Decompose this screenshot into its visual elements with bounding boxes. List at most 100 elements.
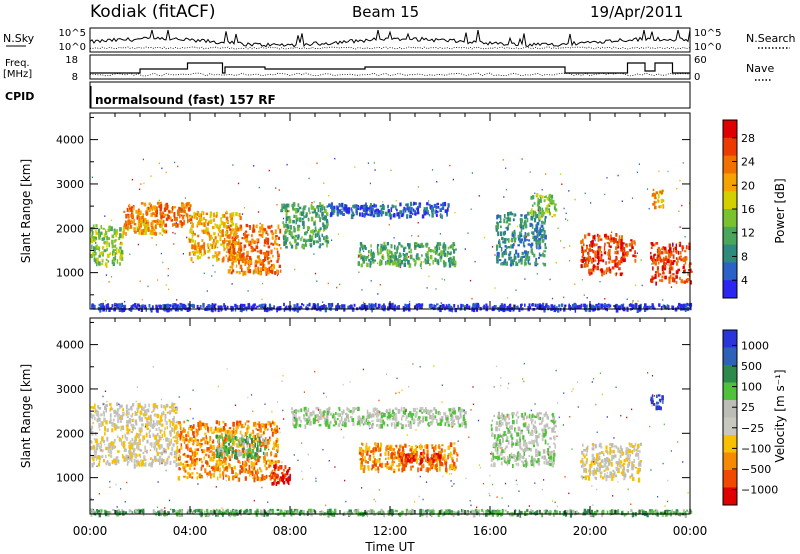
data-cell — [301, 303, 303, 306]
data-cell — [507, 212, 510, 217]
data-cell — [365, 207, 368, 212]
data-cell — [155, 447, 158, 453]
data-cell — [166, 303, 169, 309]
data-cell — [98, 254, 101, 258]
data-cell — [105, 420, 108, 425]
data-cell — [251, 465, 253, 469]
data-cell — [270, 459, 273, 464]
data-cell — [671, 277, 675, 283]
data-cell — [513, 253, 516, 257]
data-cell — [404, 258, 406, 263]
data-cell — [256, 305, 259, 308]
data-cell — [334, 420, 337, 425]
data-cell — [133, 227, 136, 232]
data-cell — [453, 410, 456, 414]
data-cell — [238, 259, 240, 264]
data-cell — [418, 420, 421, 425]
data-cell — [96, 246, 99, 249]
data-cell — [217, 438, 220, 444]
data-cell — [159, 430, 162, 434]
data-cell — [624, 258, 626, 262]
data-cell — [181, 306, 185, 309]
data-cell — [535, 260, 537, 265]
nsky-series-line — [89, 29, 691, 48]
data-cell — [630, 239, 633, 242]
data-cell — [507, 297, 509, 299]
data-cell — [221, 443, 223, 449]
data-cell — [631, 246, 634, 250]
data-cell — [213, 238, 215, 242]
data-cell — [435, 205, 438, 209]
data-cell — [530, 248, 533, 253]
data-cell — [297, 210, 300, 213]
data-cell — [380, 423, 383, 429]
data-cell — [439, 307, 442, 313]
data-cell — [173, 455, 176, 459]
data-cell — [99, 446, 101, 450]
data-cell — [131, 212, 133, 214]
data-cell — [123, 224, 127, 230]
data-cell — [408, 206, 411, 211]
data-cell — [224, 423, 227, 427]
data-cell — [124, 300, 126, 303]
data-cell — [617, 240, 619, 244]
data-cell — [449, 261, 453, 265]
data-cell — [174, 232, 176, 235]
data-cell — [440, 250, 443, 255]
data-cell — [247, 469, 250, 474]
data-cell — [390, 422, 393, 426]
data-cell — [362, 468, 365, 473]
data-cell — [180, 443, 182, 448]
data-cell — [555, 262, 557, 264]
beam-title: Beam 15 — [352, 3, 419, 21]
data-cell — [546, 197, 549, 201]
data-cell — [361, 415, 365, 420]
data-cell — [158, 452, 161, 454]
data-cell — [636, 308, 639, 313]
data-cell — [312, 417, 316, 422]
data-cell — [475, 307, 479, 312]
data-cell — [657, 246, 661, 251]
data-cell — [118, 303, 121, 306]
data-cell — [270, 230, 273, 233]
data-cell — [296, 227, 300, 232]
data-cell — [148, 464, 151, 467]
data-cell — [229, 446, 231, 451]
data-cell — [174, 305, 178, 311]
data-cell — [181, 214, 185, 220]
data-cell — [552, 199, 555, 203]
data-cell — [327, 303, 331, 306]
data-cell — [96, 257, 99, 263]
data-cell — [273, 444, 276, 448]
data-cell — [431, 418, 434, 424]
data-cell — [593, 305, 596, 311]
data-cell — [669, 264, 672, 268]
data-cell — [186, 236, 188, 239]
data-cell — [219, 452, 222, 457]
data-cell — [650, 246, 653, 249]
data-cell — [670, 286, 673, 288]
data-cell — [224, 234, 228, 237]
data-cell — [256, 243, 258, 245]
data-cell — [196, 448, 200, 452]
data-cell — [655, 242, 659, 245]
data-cell — [178, 433, 181, 438]
data-cell — [225, 239, 228, 243]
data-cell — [496, 214, 499, 220]
data-cell — [171, 206, 174, 211]
data-cell — [340, 208, 342, 211]
data-cell — [94, 417, 96, 421]
data-cell — [393, 213, 396, 218]
data-cell — [500, 262, 503, 266]
data-cell — [680, 258, 683, 262]
data-cell — [360, 457, 363, 461]
data-cell — [332, 210, 335, 215]
data-cell — [295, 220, 297, 225]
data-cell — [604, 303, 606, 308]
data-cell — [154, 209, 158, 214]
data-cell — [448, 408, 452, 412]
data-cell — [95, 412, 98, 417]
data-cell — [377, 303, 381, 309]
data-cell — [130, 208, 133, 212]
data-cell — [417, 235, 419, 237]
